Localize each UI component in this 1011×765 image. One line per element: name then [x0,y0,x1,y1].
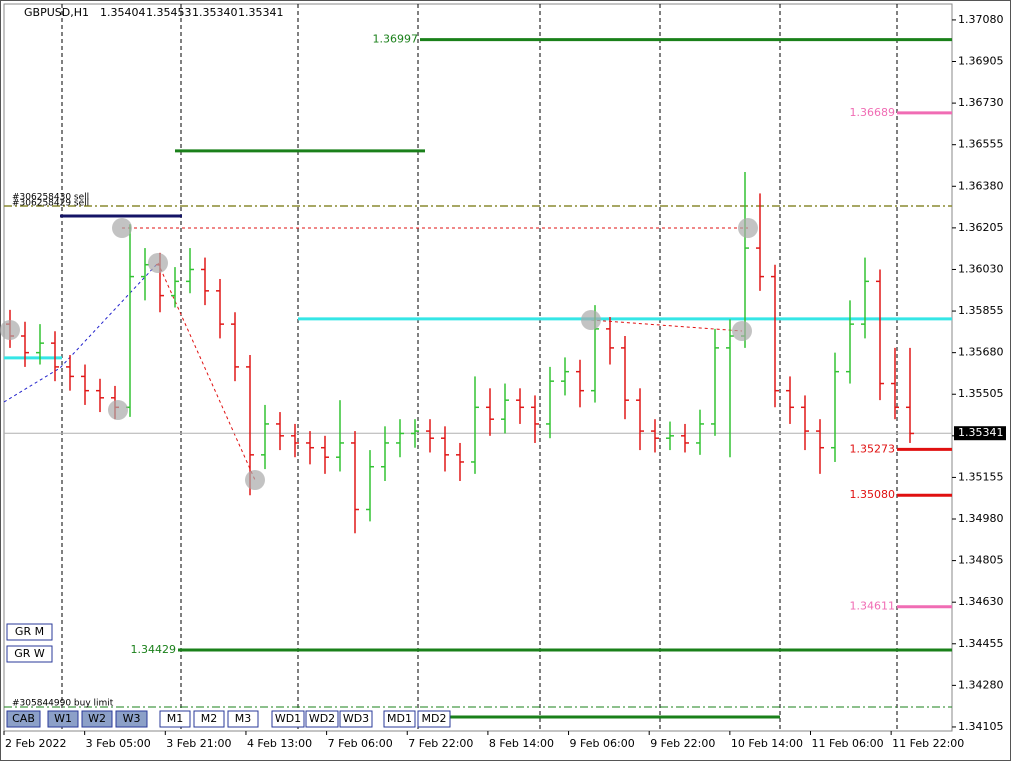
order-label: #306258430 sell [12,193,89,203]
plot-area [3,3,953,732]
time-label: 7 Feb 22:00 [408,737,473,750]
button-face [6,645,53,663]
day-separators [61,4,898,731]
button-face [6,710,41,728]
price-tick-label: 1.36205 [958,221,1004,234]
group-button[interactable]: GR M [6,623,53,641]
ohlc-low: 1.35340 [192,6,238,19]
time-label: 2 Feb 2022 [5,737,66,750]
price-tick-label: 1.36030 [958,262,1004,275]
time-label: 4 Feb 13:00 [247,737,312,750]
tool-button[interactable]: W1 [47,710,79,728]
tool-button[interactable]: M2 [193,710,225,728]
price-tick-label: 1.34805 [958,554,1004,567]
tool-button[interactable]: WD3 [339,710,373,728]
price-tick-label: 1.34280 [958,678,1004,691]
time-label: 3 Feb 21:00 [166,737,231,750]
ohlc-open: 1.35404 [100,6,146,19]
current-price-label: 1.35341 [958,426,1004,439]
tool-button[interactable]: W3 [115,710,148,728]
button-face [159,710,191,728]
price-tick-label: 1.37080 [958,13,1004,26]
time-label: 7 Feb 06:00 [328,737,393,750]
order-label: #306258429 sell [12,199,89,209]
price-tick-label: 1.35155 [958,470,1004,483]
button-label: MD1 [387,712,412,725]
level-label: 1.35080 [850,488,896,501]
button-label: M2 [201,712,218,725]
ohlc-close: 1.35341 [238,6,284,19]
current-price-box [954,426,1006,441]
time-label: 9 Feb 22:00 [650,737,715,750]
time-label: 11 Feb 06:00 [812,737,884,750]
tool-button[interactable]: W2 [81,710,113,728]
level-label: 1.34429 [131,643,177,656]
button-face [417,710,451,728]
button-face [339,710,373,728]
header: GBPUSD,H1 1.35404 1.35453 1.35340 1.3534… [24,6,284,19]
order-label: #305844990 buy limit [12,699,114,709]
time-label: 3 Feb 05:00 [86,737,151,750]
button-label: WD2 [309,712,335,725]
price-tick-label: 1.36730 [958,96,1004,109]
button-face [383,710,416,728]
chart-layer: 1.36997 1.36689 1.35273 1.35080 1.34611 1.344… [4,33,952,719]
button-label: W3 [123,712,141,725]
button-label: W1 [54,712,72,725]
tool-button[interactable]: M3 [227,710,259,728]
button-label: CAB [12,712,35,725]
symbol: GBPUSD,H1 [24,6,89,19]
level-label: 1.36689 [850,106,896,119]
price-tick-label: 1.35855 [958,304,1004,317]
ohlc-high: 1.35453 [146,6,192,19]
button-face [271,710,305,728]
tool-button[interactable]: CAB [6,710,41,728]
time-label: 11 Feb 22:00 [892,737,964,750]
tool-button[interactable]: WD1 [271,710,305,728]
time-label: 10 Feb 14:00 [731,737,803,750]
button-label: MD2 [422,712,447,725]
trend-lines [3,227,748,481]
tool-button[interactable]: M1 [159,710,191,728]
price-tick-label: 1.36555 [958,138,1004,151]
button-face [81,710,113,728]
button-label: M3 [235,712,252,725]
time-label: 8 Feb 14:00 [489,737,554,750]
level-label: 1.34611 [850,600,896,613]
level-label: 1.36997 [373,33,419,46]
button-face [115,710,148,728]
price-tick-label: 1.36380 [958,179,1004,192]
price-tick-label: 1.34105 [958,720,1004,733]
price-tick-label: 1.36905 [958,55,1004,68]
button-label: GR W [14,647,45,660]
price-tick-label: 1.35680 [958,346,1004,359]
button-label: M1 [167,712,184,725]
button-label: W2 [88,712,106,725]
button-face [6,623,53,641]
price-tick-label: 1.34630 [958,595,1004,608]
tool-button[interactable]: WD2 [305,710,339,728]
time-label: 9 Feb 06:00 [570,737,635,750]
level-label: 1.35273 [850,442,896,455]
button-label: WD1 [275,712,301,725]
button-label: GR M [15,625,44,638]
trade-markers [0,218,758,490]
button-face [227,710,259,728]
group-button[interactable]: GR W [6,645,53,663]
button-face [305,710,339,728]
price-tick-label: 1.34980 [958,512,1004,525]
button-face [47,710,79,728]
button-label: WD3 [343,712,369,725]
price-tick-label: 1.35505 [958,387,1004,400]
price-tick-label: 1.34455 [958,637,1004,650]
tool-button[interactable]: MD2 [417,710,451,728]
button-face [193,710,225,728]
tool-button[interactable]: MD1 [383,710,416,728]
